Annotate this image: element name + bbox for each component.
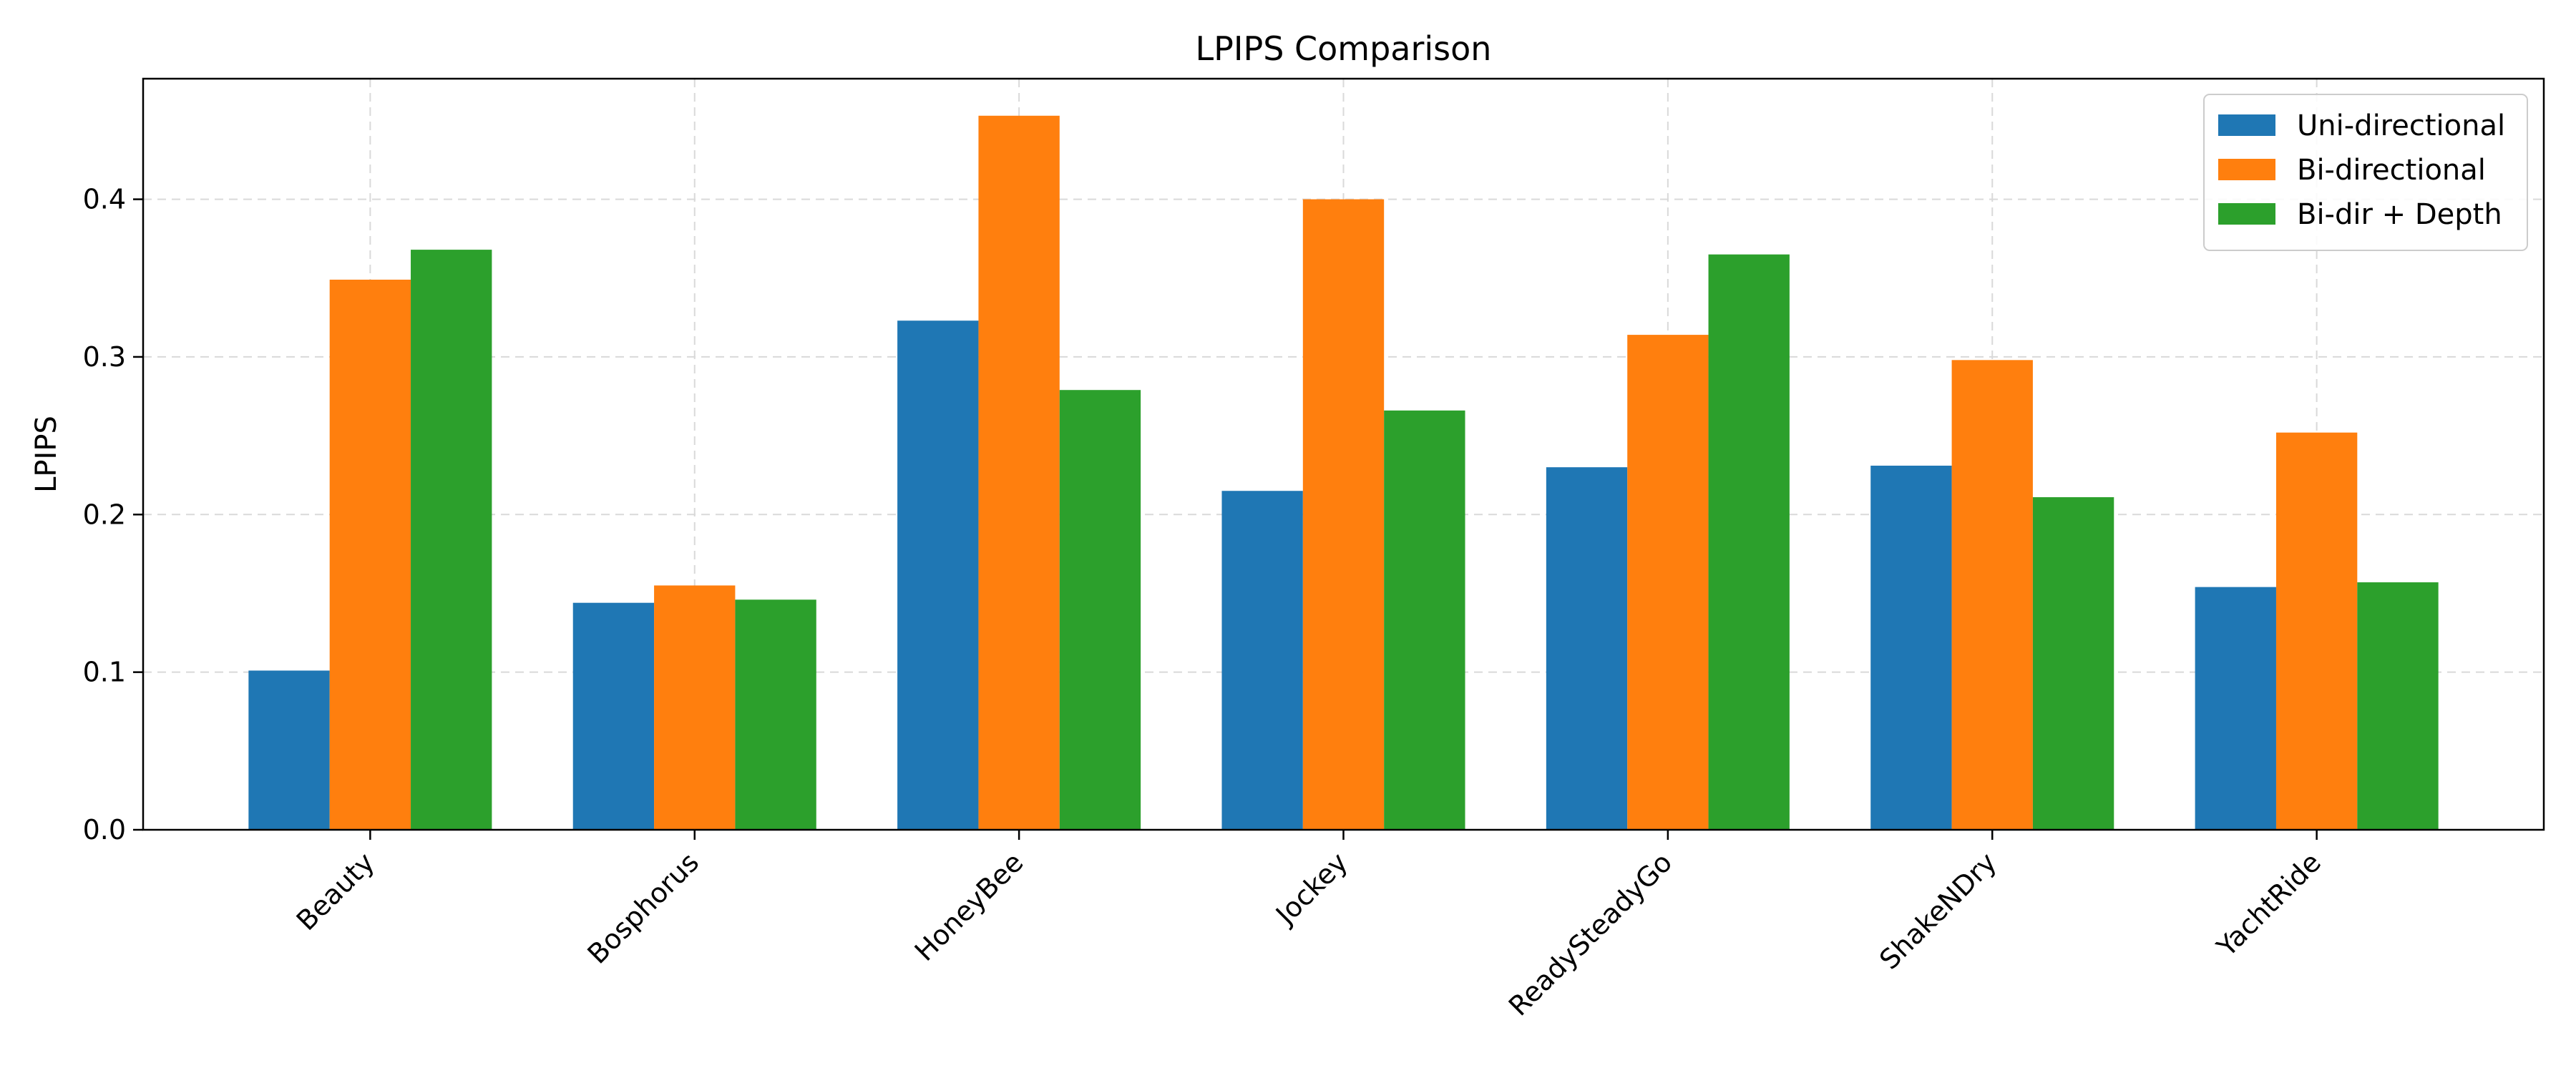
bar: [654, 585, 736, 830]
x-tick-label: ReadySteadyGo: [1503, 846, 1678, 1021]
y-tick-label: 0.3: [83, 341, 126, 373]
y-axis-ticks: 0.0 0.1 0.2 0.3 0.4: [83, 184, 143, 846]
series-2: [411, 250, 2439, 831]
bar: [248, 670, 330, 830]
series-0: [248, 320, 2276, 830]
legend-swatch: [2218, 203, 2275, 225]
y-axis-label: LPIPS: [30, 416, 63, 493]
series-1: [329, 115, 2358, 831]
bars: [248, 115, 2439, 831]
bar: [1546, 467, 1628, 830]
bar: [1221, 491, 1303, 830]
x-tick-label: YachtRide: [2210, 846, 2327, 963]
bar: [1951, 360, 2033, 831]
bar: [978, 115, 1060, 831]
bar: [735, 599, 816, 830]
bar: [1384, 410, 1465, 830]
bar: [2275, 432, 2358, 830]
x-tick-label: Bosphorus: [582, 846, 706, 970]
x-tick-label: Jockey: [1269, 846, 1354, 931]
bar: [1708, 254, 1790, 831]
y-tick-label: 0.1: [83, 657, 126, 688]
legend-swatch: [2218, 159, 2275, 180]
x-tick-label: ShakeNDry: [1873, 846, 2003, 976]
y-tick-label: 0.4: [83, 184, 126, 215]
y-tick-label: 0.2: [83, 499, 126, 530]
legend: Uni-directional Bi-directional Bi-dir + De…: [2203, 94, 2528, 251]
bar: [2032, 497, 2114, 830]
x-axis-ticks: Beauty Bosphorus HoneyBee Jockey ReadySteady…: [291, 830, 2327, 1022]
bar: [1302, 199, 1385, 830]
bar: [1627, 335, 1709, 831]
bar: [411, 250, 492, 830]
legend-label: Uni-directional: [2297, 109, 2505, 142]
chart-title: LPIPS Comparison: [1196, 29, 1492, 68]
bar: [897, 320, 979, 830]
x-tick-label: Beauty: [291, 846, 381, 936]
bar: [1870, 465, 1952, 830]
legend-swatch: [2218, 114, 2275, 136]
bar: [2357, 582, 2439, 830]
x-tick-label: HoneyBee: [909, 846, 1030, 967]
legend-box: [2203, 94, 2528, 251]
bar: [572, 602, 655, 830]
legend-label: Bi-directional: [2297, 154, 2486, 187]
bar: [1059, 390, 1141, 830]
legend-label: Bi-dir + Depth: [2297, 198, 2502, 231]
bar: [329, 279, 411, 831]
bar: [2195, 587, 2276, 830]
y-tick-label: 0.0: [83, 814, 126, 846]
